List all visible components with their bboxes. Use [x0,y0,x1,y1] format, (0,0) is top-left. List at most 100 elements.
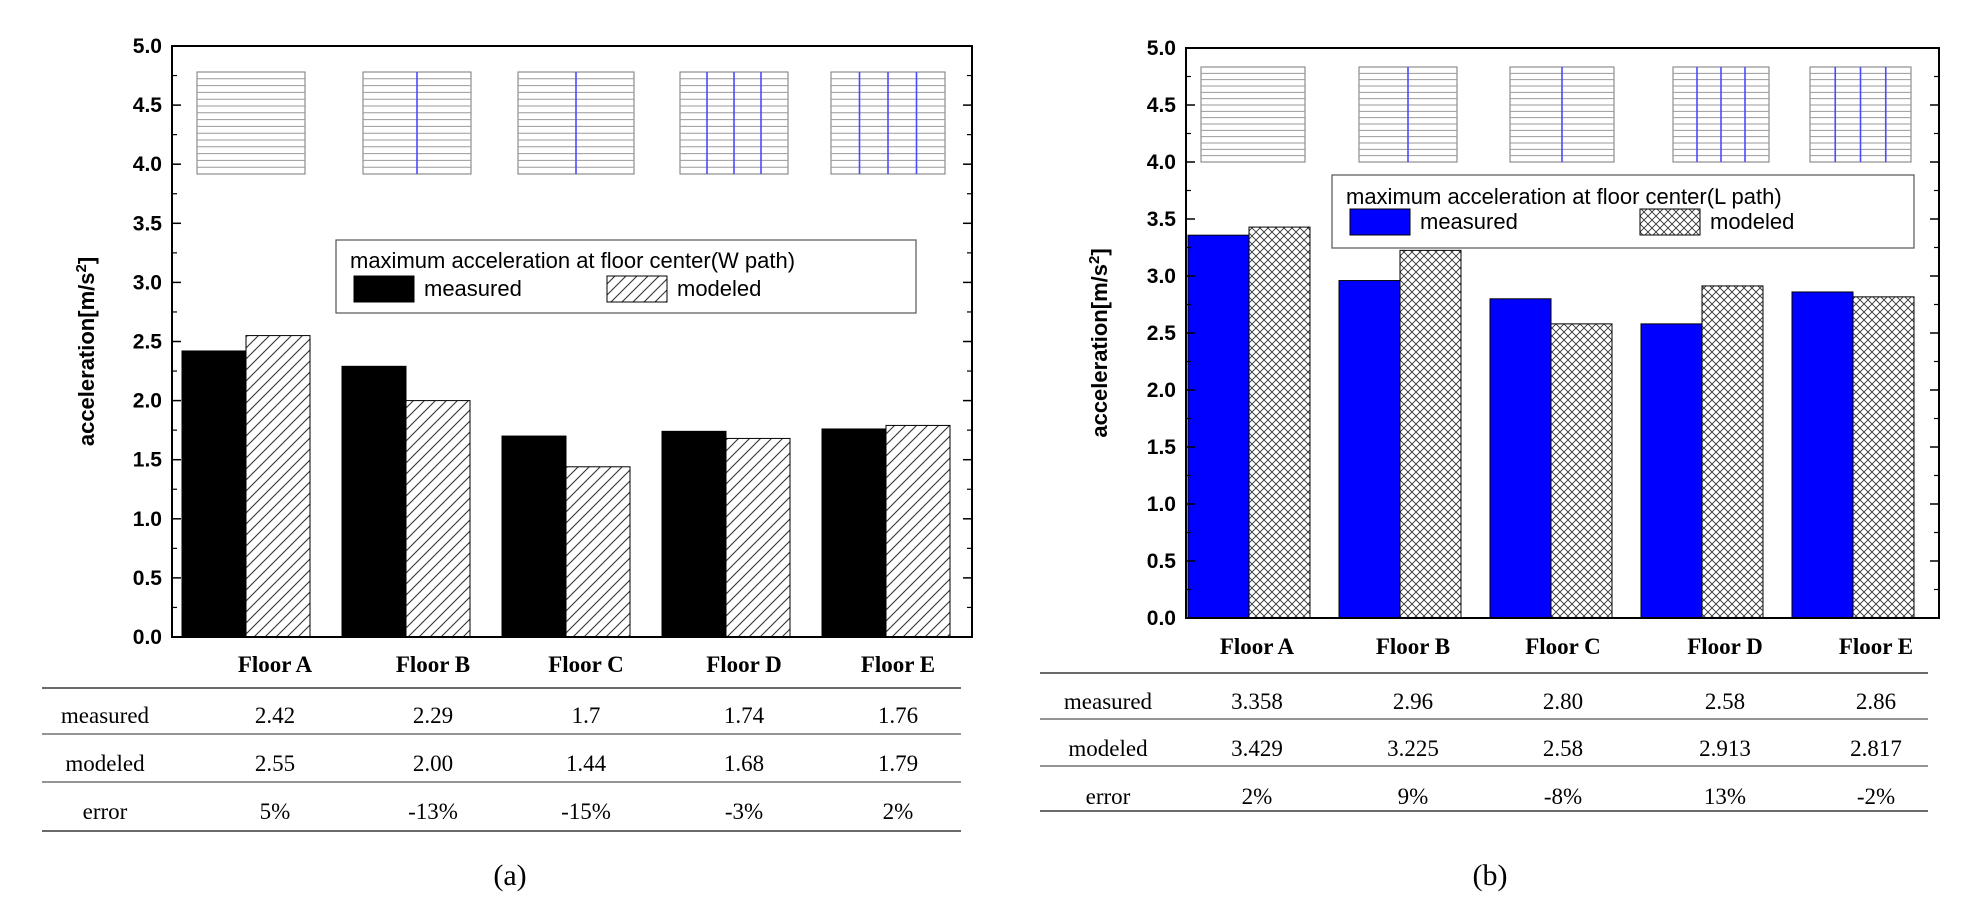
bar-measured [1338,280,1401,619]
y-axis-label-main: acceleration[m/s [1087,264,1112,438]
y-tick-label: 2.0 [133,390,162,413]
y-tick-label: 2.5 [1147,322,1177,345]
floor-plan-floor-a [196,71,306,175]
y-axis: 0.0 0.5 1.0 1.5 2.0 2.5 3.0 3.5 4.0 4.5 5.0 [133,35,972,649]
y-tick-label: 0.5 [1147,550,1177,573]
y-axis-label-sup: 2 [1086,256,1103,264]
category-label: Floor B [396,652,470,677]
y-tick-label: 1.5 [1147,436,1177,459]
bar-modeled [1550,323,1613,619]
legend-title: maximum acceleration at floor center(W p… [350,248,795,273]
category-label: Floor C [1525,634,1601,659]
table-cell: 1.74 [724,703,765,728]
table-cell: 3.429 [1231,736,1283,761]
y-tick-label: 4.0 [1147,151,1176,174]
table-cell: -15% [561,799,611,824]
chart-panel-b: 0.0 0.5 1.0 1.5 2.0 2.5 3.0 3.5 4.0 4.5 5.0 acceler… [1040,37,1940,892]
table-cell: 2.58 [1705,689,1745,714]
bar-modeled [245,335,311,638]
bar-measured [821,428,887,638]
floor-plan-floor-a [1200,66,1306,163]
floor-plan-floor-e [830,71,946,175]
y-tick-label: 3.0 [1147,265,1176,288]
table-cell: 2.817 [1850,736,1902,761]
table-row: measured 2.42 2.29 1.7 1.74 1.76 [61,703,918,728]
category-label: Floor A [1220,634,1295,659]
category-label: Floor B [1376,634,1450,659]
bar-measured [1791,291,1854,619]
table-cell: 2.55 [255,751,295,776]
table-cell: 1.44 [566,751,607,776]
y-axis-label-sup: 2 [73,264,90,272]
category-label: Floor D [706,652,782,677]
table-cell: 1.79 [878,751,918,776]
table-row-label: modeled [65,751,145,776]
table-cell: 1.68 [724,751,764,776]
table-cell: 2.86 [1856,689,1896,714]
bar-modeled [565,466,631,638]
table-row-label: modeled [1068,736,1148,761]
table-cell: 1.76 [878,703,918,728]
y-tick-label: 1.0 [133,508,162,531]
table-cell: 3.225 [1387,736,1439,761]
y-axis-label-end: ] [74,257,99,264]
floor-plans [1200,66,1912,163]
y-tick-label: 3.5 [1147,208,1177,231]
data-table: Floor A Floor B Floor C Floor D Floor E measu… [1040,634,1928,812]
table-row: modeled 3.429 3.225 2.58 2.913 2.817 [1068,736,1901,761]
table-cell: 5% [260,799,291,824]
table-row: measured 3.358 2.96 2.80 2.58 2.86 [1064,689,1896,714]
category-label: Floor A [238,652,313,677]
legend-box [1331,174,1915,249]
legend: maximum acceleration at floor center(W p… [335,239,917,314]
y-tick-label: 2.0 [1147,379,1176,402]
y-axis-label-end: ] [1087,248,1112,255]
y-tick-label: 5.0 [1147,37,1176,60]
table-cell: -3% [725,799,763,824]
floor-plan-floor-e [1809,66,1912,163]
floor-plans [196,71,946,175]
bar-modeled [1399,249,1462,619]
legend-label-measured: measured [1420,209,1518,234]
table-cell: -13% [408,799,458,824]
floor-plan-floor-b [362,71,472,175]
table-row: error 5% -13% -15% -3% 2% [83,799,914,824]
y-axis-label-main: acceleration[m/s [74,273,99,447]
y-tick-label: 4.5 [133,94,163,117]
table-cell: 2% [883,799,914,824]
y-tick-label: 4.0 [133,153,162,176]
legend-label-measured: measured [424,276,522,301]
table-row-label: measured [1064,689,1153,714]
table-cell: 2.00 [413,751,453,776]
table-row: modeled 2.55 2.00 1.44 1.68 1.79 [65,751,918,776]
bars [1187,226,1915,619]
table-cell: 2.913 [1699,736,1751,761]
bar-modeled [1248,226,1311,619]
table-row-label: measured [61,703,150,728]
table-cell: 2.42 [255,703,295,728]
bar-modeled [405,400,471,638]
floor-plan-floor-c [517,71,635,175]
table-row: error 2% 9% -8% 13% -2% [1086,784,1896,809]
bar-modeled [1701,285,1764,619]
category-label: Floor E [1839,634,1913,659]
category-label: Floor E [861,652,935,677]
panel-label: (b) [1473,859,1508,892]
legend-title: maximum acceleration at floor center(L p… [1346,184,1782,209]
bars [181,335,951,638]
table-cell: -2% [1857,784,1895,809]
y-axis-label: acceleration[m/s2] [73,257,100,446]
table-cell: 3.358 [1231,689,1283,714]
legend-swatch-measured [1349,208,1411,236]
legend-label-modeled: modeled [677,276,761,301]
y-tick-label: 3.5 [133,212,163,235]
y-tick-label: 0.0 [1147,607,1176,630]
y-tick-label: 3.0 [133,271,162,294]
table-cell: 2.80 [1543,689,1583,714]
bar-measured [661,430,727,638]
legend-swatch-modeled [606,275,668,303]
bar-measured [1187,234,1250,619]
bar-measured [1640,323,1703,619]
table-cell: 2% [1242,784,1273,809]
panel-label: (a) [493,859,526,892]
